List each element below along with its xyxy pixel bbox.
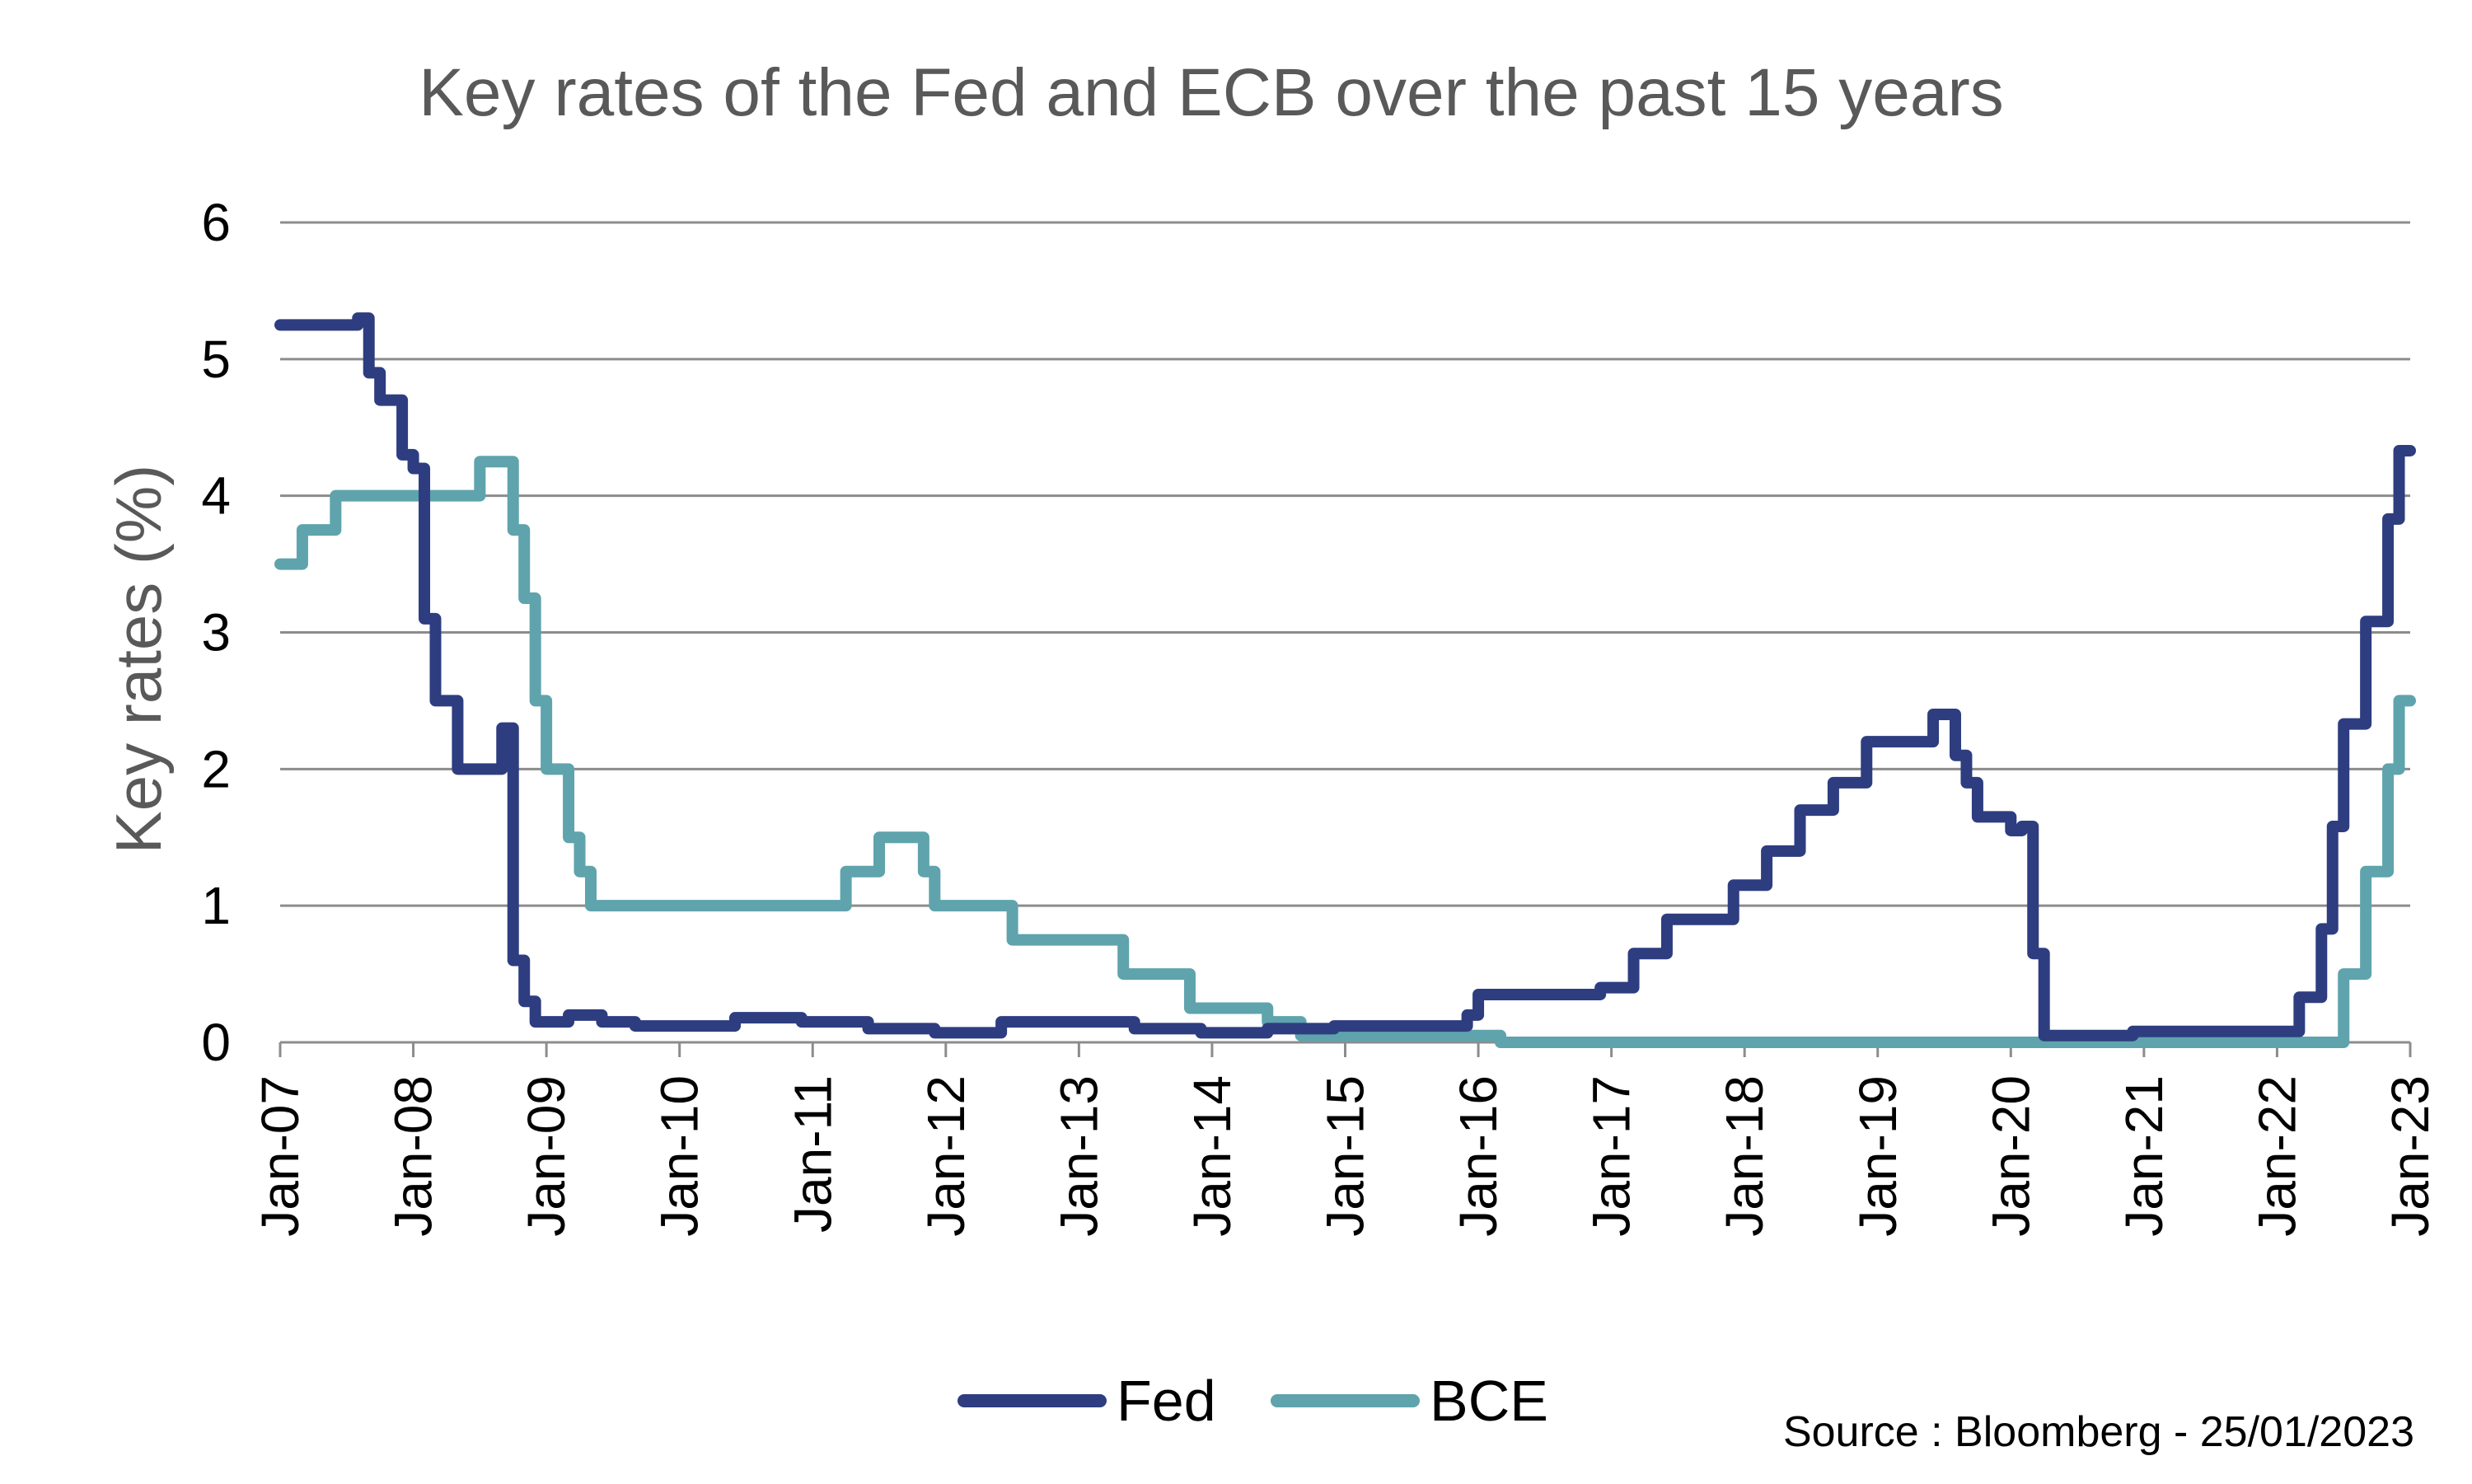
x-tick-label: Jan-20 bbox=[1981, 1075, 2040, 1237]
y-tick-label: 0 bbox=[201, 1013, 231, 1072]
x-tick-label: Jan-07 bbox=[250, 1075, 310, 1237]
x-tick-label: Jan-22 bbox=[2247, 1075, 2306, 1237]
x-tick-label: Jan-18 bbox=[1715, 1075, 1774, 1237]
y-tick-labels: 0 1 2 3 4 5 6 bbox=[201, 193, 231, 1072]
x-tick-label: Jan-21 bbox=[2114, 1075, 2174, 1237]
x-tick-label: Jan-15 bbox=[1316, 1075, 1375, 1237]
x-tick-label: Jan-12 bbox=[916, 1075, 976, 1237]
x-tick-labels: Jan-07 Jan-08 Jan-09 Jan-10 Jan-11 Jan-12 Jan-… bbox=[250, 1042, 2440, 1237]
y-tick-label: 6 bbox=[201, 193, 231, 252]
x-tick-label: Jan-23 bbox=[2381, 1075, 2440, 1237]
x-tick-label: Jan-08 bbox=[384, 1075, 443, 1237]
x-tick-label: Jan-19 bbox=[1848, 1075, 1908, 1237]
series-line-bce bbox=[274, 456, 2416, 1048]
series-line-fed bbox=[274, 312, 2416, 1042]
y-tick-label: 1 bbox=[201, 876, 231, 935]
x-tick-label: Jan-09 bbox=[517, 1075, 576, 1237]
y-axis-label: Key rates (%) bbox=[102, 465, 175, 854]
legend: Fed BCE bbox=[957, 1369, 1548, 1433]
x-tick-label: Jan-17 bbox=[1582, 1075, 1641, 1237]
series-lines bbox=[274, 312, 2416, 1048]
grid-lines bbox=[280, 221, 2410, 1044]
y-tick-label: 2 bbox=[201, 739, 231, 798]
source-note: Source : Bloomberg - 25/01/2023 bbox=[1783, 1408, 2414, 1456]
x-tick-label: Jan-14 bbox=[1182, 1075, 1242, 1237]
legend-label-fed: Fed bbox=[1117, 1369, 1216, 1433]
x-tick-label: Jan-10 bbox=[650, 1075, 709, 1237]
legend-label-bce: BCE bbox=[1430, 1369, 1548, 1433]
x-tick-label: Jan-11 bbox=[783, 1075, 842, 1233]
y-tick-label: 3 bbox=[201, 603, 231, 662]
y-tick-label: 5 bbox=[201, 330, 231, 389]
x-tick-label: Jan-16 bbox=[1449, 1075, 1508, 1237]
x-tick-label: Jan-13 bbox=[1049, 1075, 1108, 1237]
chart-title: Key rates of the Fed and ECB over the pa… bbox=[419, 55, 2004, 130]
y-tick-label: 4 bbox=[201, 466, 231, 526]
